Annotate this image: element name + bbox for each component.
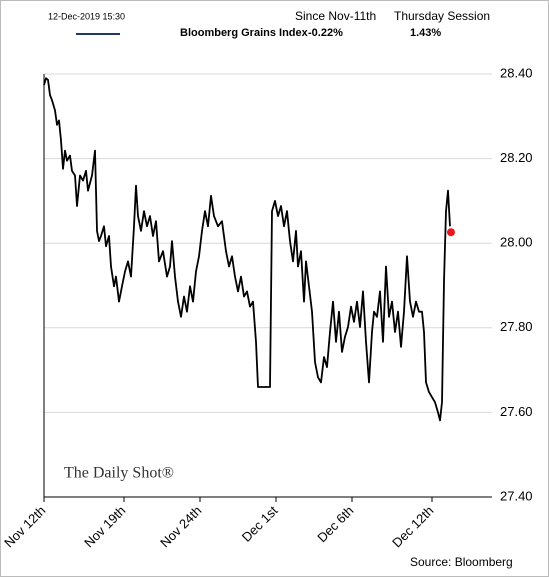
y-tick-label: 28.00	[500, 235, 533, 250]
column-header: Since Nov-11th	[295, 9, 376, 23]
timestamp: 12-Dec-2019 15:30	[48, 11, 125, 21]
y-tick-label: 27.60	[500, 404, 533, 419]
y-tick-label: 28.20	[500, 150, 533, 165]
column-header: Thursday Session	[394, 9, 490, 23]
price-line	[43, 77, 451, 422]
change-value: -0.22%	[308, 27, 343, 39]
y-tick-label: 27.40	[500, 488, 533, 503]
change-value: 1.43%	[410, 27, 441, 39]
watermark: The Daily Shot®	[64, 465, 174, 482]
y-tick-label: 28.40	[500, 65, 533, 80]
y-tick-label: 27.80	[500, 319, 533, 334]
source: Source: Bloomberg	[410, 555, 513, 569]
last-point	[447, 228, 455, 237]
legend-label: Bloomberg Grains Index	[180, 27, 309, 39]
